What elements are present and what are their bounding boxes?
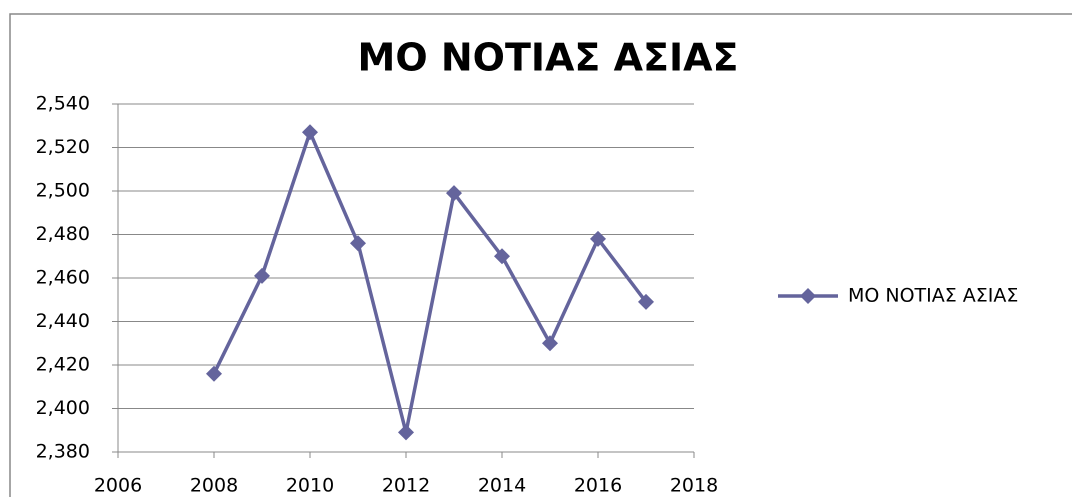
data-point <box>494 248 510 265</box>
data-point <box>446 185 462 202</box>
legend-marker <box>800 288 816 304</box>
x-tick-label: 2012 <box>382 475 430 497</box>
y-tick-label: 2,500 <box>36 180 90 202</box>
data-point <box>590 230 606 247</box>
y-tick-label: 2,380 <box>36 441 90 463</box>
data-point <box>542 335 558 352</box>
chart-frame <box>9 13 1072 497</box>
x-tick-label: 2018 <box>670 475 718 497</box>
x-tick-label: 2010 <box>286 475 334 497</box>
chart-title: ΜΟ ΝΟΤΙΑΣ ΑΣΙΑΣ <box>358 36 739 80</box>
series-line <box>212 127 648 433</box>
y-tick-label: 2,400 <box>36 397 90 419</box>
y-tick-label: 2,440 <box>36 310 90 332</box>
x-tick-label: 2016 <box>574 475 622 497</box>
x-tick-label: 2014 <box>478 475 526 497</box>
y-tick-label: 2,540 <box>36 93 90 115</box>
data-point <box>302 124 318 141</box>
data-point <box>350 235 366 252</box>
data-point <box>206 365 222 382</box>
x-tick-label: 2006 <box>94 475 142 497</box>
legend-label: ΜΟ ΝΟΤΙΑΣ ΑΣΙΑΣ <box>848 285 1018 307</box>
y-tick-label: 2,520 <box>36 136 90 158</box>
y-tick-label: 2,480 <box>36 223 90 245</box>
data-point <box>638 293 654 310</box>
data-point <box>398 424 414 441</box>
x-tick-label: 2008 <box>190 475 238 497</box>
data-point <box>254 267 270 284</box>
y-tick-label: 2,460 <box>36 267 90 289</box>
y-tick-label: 2,420 <box>36 354 90 376</box>
